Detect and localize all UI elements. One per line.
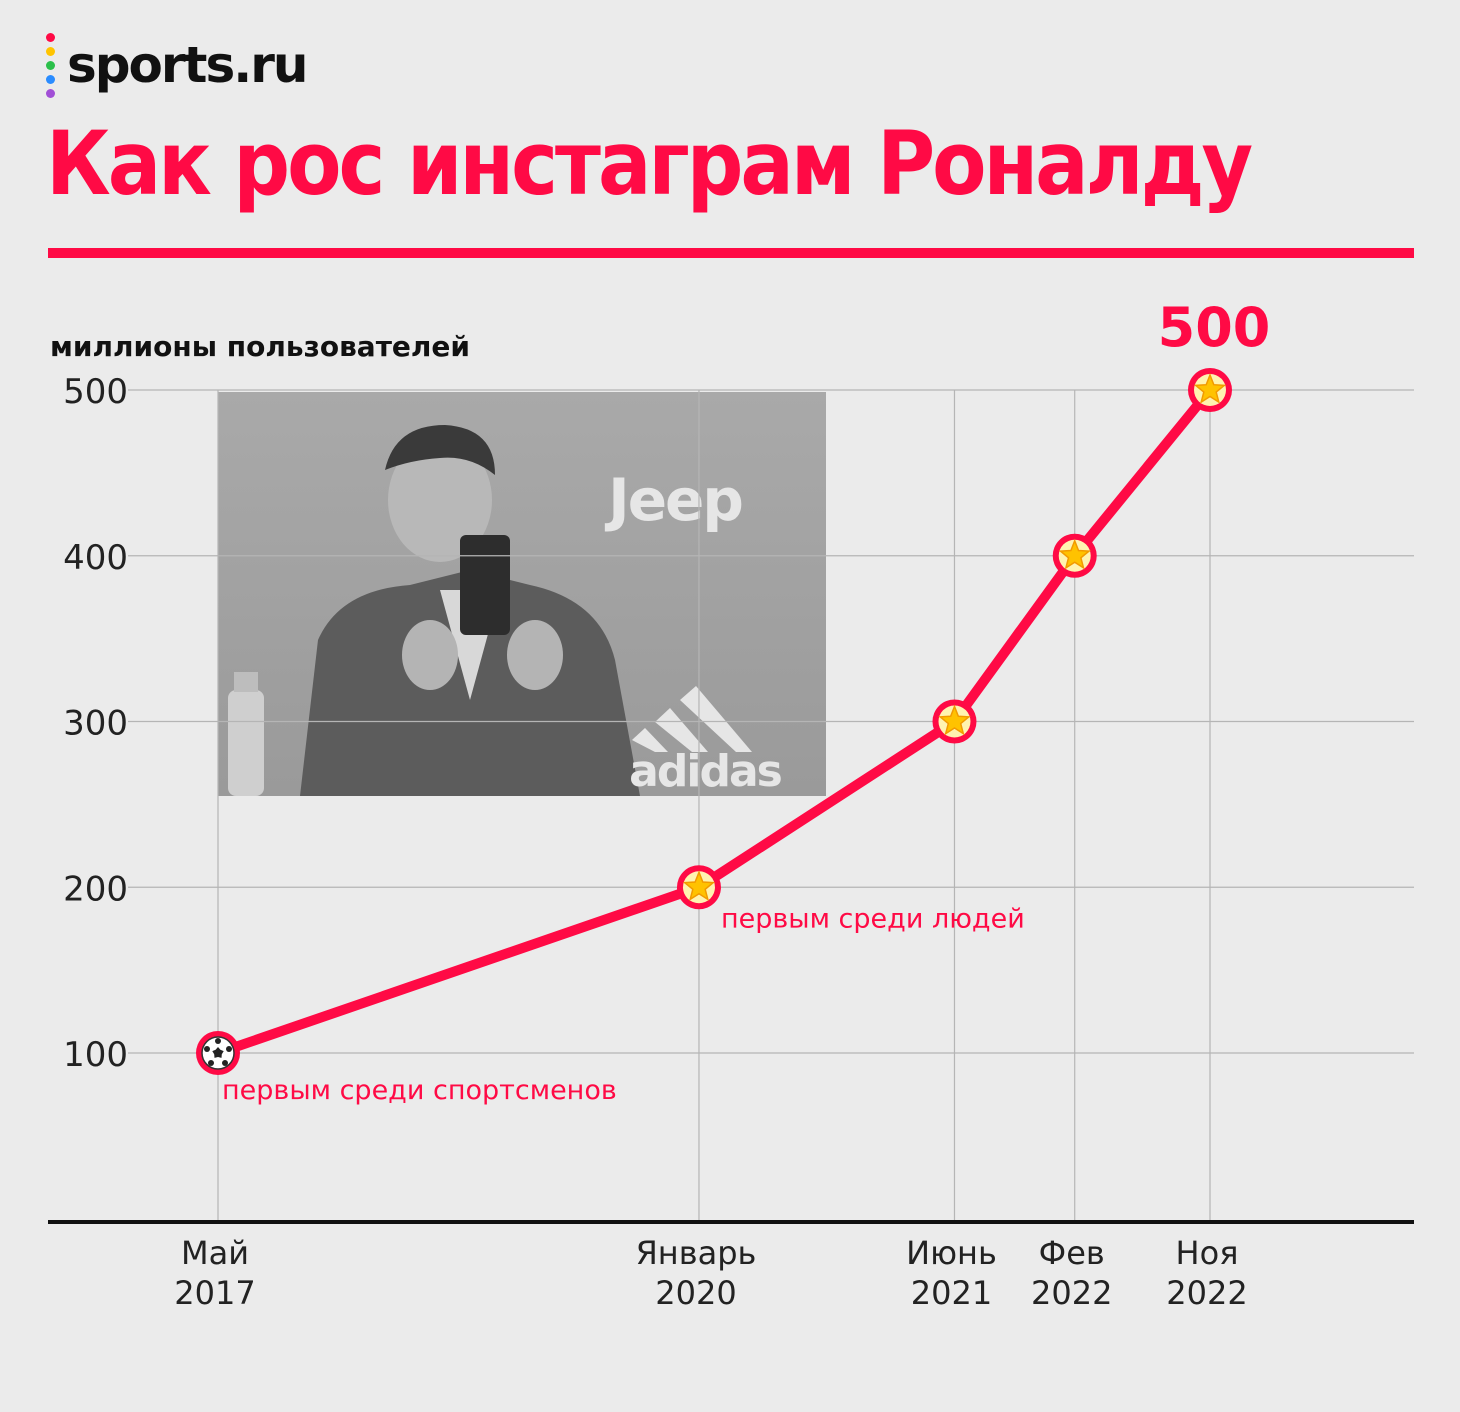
chart-title: Как рос инстаграм Роналду bbox=[46, 112, 1253, 215]
x-tick-month: Январь bbox=[636, 1234, 757, 1272]
logo-dot bbox=[46, 88, 55, 98]
title-rule bbox=[48, 248, 1414, 258]
y-tick-label: 100 bbox=[63, 1035, 128, 1075]
series-markers bbox=[196, 368, 1232, 1075]
annotation-label: первым среди спортсменов bbox=[222, 1075, 617, 1106]
annotations: первым среди спортсменов первым среди люд… bbox=[222, 296, 1270, 1106]
soccer-ball-patch bbox=[222, 1060, 228, 1066]
logo-text: sports.ru bbox=[67, 36, 308, 94]
soccer-ball-patch bbox=[208, 1060, 214, 1066]
soccer-ball-patch bbox=[226, 1046, 232, 1052]
ronaldo-photo: Jeep adidas bbox=[218, 392, 826, 797]
jeep-logo-text: Jeep bbox=[604, 466, 742, 534]
x-tick-year: 2020 bbox=[655, 1274, 736, 1312]
y-tick-label: 200 bbox=[63, 869, 128, 909]
logo-dot bbox=[46, 46, 55, 56]
annotation-label: 500 bbox=[1158, 296, 1271, 359]
star-marker bbox=[1052, 533, 1097, 578]
soccer-ball-patch bbox=[212, 1047, 224, 1058]
star-icon bbox=[938, 704, 971, 736]
x-tick-month: Июнь bbox=[906, 1234, 997, 1272]
soccer-ball-patch bbox=[215, 1038, 221, 1044]
horizontal-gridlines bbox=[128, 389, 1414, 1054]
y-axis-label: миллионы пользователей bbox=[50, 330, 470, 363]
x-tick-year: 2021 bbox=[911, 1274, 992, 1312]
annotation-label: первым среди людей bbox=[721, 903, 1025, 934]
sports-ru-logo: sports.ru bbox=[46, 30, 308, 100]
star-marker bbox=[1188, 368, 1232, 412]
star-marker bbox=[932, 699, 977, 744]
y-tick-label: 400 bbox=[63, 538, 128, 578]
x-tick-year: 2022 bbox=[1031, 1274, 1112, 1312]
y-tick-label: 500 bbox=[63, 372, 128, 412]
x-tick-month: Май bbox=[181, 1234, 249, 1272]
adidas-stripes-icon bbox=[632, 686, 752, 752]
star-marker bbox=[676, 865, 721, 910]
x-tick-year: 2022 bbox=[1166, 1274, 1247, 1312]
logo-dot bbox=[46, 74, 55, 84]
vertical-gridlines bbox=[217, 390, 1211, 1222]
x-tick-month: Фев bbox=[1039, 1234, 1105, 1272]
y-tick-labels: 100 200 300 400 500 bbox=[63, 372, 128, 1075]
logo-dot bbox=[46, 32, 55, 42]
star-icon bbox=[1193, 372, 1227, 404]
x-tick-month: Ноя bbox=[1176, 1234, 1239, 1272]
soccer-ball-patch bbox=[204, 1046, 210, 1052]
logo-dots bbox=[46, 32, 55, 98]
soccer-ball-marker bbox=[196, 1031, 240, 1075]
x-tick-year: 2017 bbox=[174, 1274, 255, 1312]
logo-dot bbox=[46, 60, 55, 70]
adidas-logo-text: adidas bbox=[629, 746, 781, 797]
star-icon bbox=[1058, 538, 1091, 570]
y-tick-label: 300 bbox=[63, 704, 128, 744]
star-icon bbox=[682, 870, 716, 902]
